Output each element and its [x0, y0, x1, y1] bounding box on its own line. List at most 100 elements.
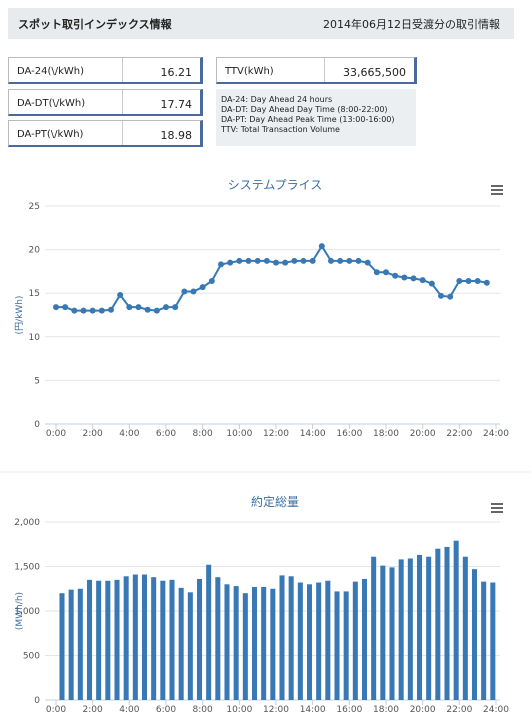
- x-tick-label: 20:00: [410, 429, 436, 439]
- y-tick-label: 15: [29, 289, 40, 299]
- point: [318, 243, 325, 250]
- point: [337, 257, 344, 264]
- index-value: 17.74: [160, 98, 193, 111]
- x-tick-label: 14:00: [300, 705, 326, 715]
- x-tick-label: 4:00: [119, 705, 139, 715]
- point: [135, 304, 142, 311]
- bar: [306, 584, 313, 700]
- chart-title: システムプライス: [228, 178, 323, 192]
- ttv-box: TTV(kWh) 33,665,500: [216, 57, 417, 84]
- point: [410, 275, 417, 282]
- point: [419, 277, 426, 284]
- y-tick-label: 5: [34, 376, 40, 386]
- point: [428, 280, 435, 287]
- bar: [426, 556, 432, 700]
- y-tick-label: 20: [29, 246, 41, 256]
- point: [273, 259, 279, 266]
- bar: [297, 582, 303, 700]
- y-tick-label: 0: [34, 696, 40, 706]
- bar: [481, 581, 487, 700]
- bar: [224, 584, 230, 700]
- y-tick-label: 0: [34, 420, 40, 430]
- point: [383, 269, 389, 276]
- index-value: 18.98: [160, 129, 193, 142]
- point: [89, 307, 96, 314]
- bar: [206, 564, 212, 700]
- bar: [453, 540, 459, 700]
- point: [373, 269, 380, 276]
- bar: [178, 587, 184, 700]
- point: [218, 261, 224, 268]
- x-tick-label: 16:00: [336, 705, 362, 715]
- bar: [316, 582, 322, 700]
- point: [80, 307, 87, 314]
- bar: [398, 559, 404, 700]
- point: [465, 277, 472, 284]
- note: DA-DT: Day Ahead Day Time (8:00-22:00): [221, 105, 388, 114]
- x-tick-label: 10:00: [226, 705, 252, 715]
- x-tick-label: 0:00: [46, 429, 66, 439]
- x-tick-label: 2:00: [83, 429, 103, 439]
- bar: [187, 592, 193, 700]
- x-tick-label: 8:00: [193, 705, 213, 715]
- index-label: DA-24(\/kWh): [9, 58, 124, 82]
- x-tick-label: 12:00: [263, 429, 289, 439]
- bar: [96, 580, 102, 700]
- point: [282, 259, 289, 266]
- point: [474, 277, 481, 284]
- point: [172, 304, 179, 311]
- bar: [68, 589, 74, 700]
- point: [227, 259, 234, 266]
- bar: [334, 591, 340, 700]
- point: [208, 277, 215, 284]
- ttv-label: TTV(kWh): [217, 58, 325, 82]
- bar: [114, 579, 120, 700]
- point: [263, 257, 270, 264]
- bar: [105, 580, 111, 700]
- bar: [462, 556, 468, 700]
- point: [71, 307, 78, 314]
- y-tick-label: 25: [29, 202, 40, 212]
- x-tick-label: 2:00: [83, 705, 103, 715]
- x-tick-label: 18:00: [373, 429, 399, 439]
- point: [483, 279, 490, 286]
- menu-icon[interactable]: [491, 503, 503, 513]
- bar: [444, 546, 450, 700]
- bar: [86, 579, 93, 700]
- point: [355, 257, 362, 264]
- point: [254, 257, 261, 264]
- ttv-value: 33,665,500: [343, 66, 406, 79]
- point: [163, 304, 169, 311]
- y-tick-label: 1,500: [14, 563, 40, 573]
- point: [447, 293, 454, 300]
- index-box: DA-DT(\/kWh) 17.74: [8, 89, 203, 116]
- bar: [490, 582, 496, 700]
- point: [181, 288, 188, 295]
- bar: [380, 565, 386, 700]
- bar: [416, 554, 423, 700]
- point: [98, 307, 105, 314]
- y-tick-label: 1,000: [14, 607, 40, 617]
- point: [53, 304, 59, 311]
- index-box: DA-24(\/kWh) 16.21: [8, 57, 203, 84]
- bar: [169, 579, 175, 700]
- y-tick-label: 2,000: [14, 518, 40, 528]
- bar: [59, 593, 65, 700]
- y-tick-label: 10: [29, 333, 41, 343]
- point: [401, 274, 408, 281]
- point: [117, 291, 124, 298]
- menu-icon[interactable]: [491, 185, 503, 195]
- header: スポット取引インデックス情報 2014年06月12日受渡分の取引情報: [8, 8, 514, 39]
- point: [438, 292, 444, 299]
- x-tick-label: 8:00: [193, 429, 213, 439]
- x-tick-label: 6:00: [156, 705, 176, 715]
- point: [364, 259, 371, 266]
- bar: [123, 576, 129, 700]
- x-tick-label: 14:00: [300, 429, 326, 439]
- x-tick-label: 6:00: [156, 429, 176, 439]
- x-tick-label: 24:00: [483, 705, 509, 715]
- notes: DA-24: Day Ahead 24 hours DA-DT: Day Ahe…: [216, 89, 416, 146]
- point: [62, 304, 69, 311]
- x-tick-label: 4:00: [119, 429, 139, 439]
- x-tick-label: 20:00: [410, 705, 436, 715]
